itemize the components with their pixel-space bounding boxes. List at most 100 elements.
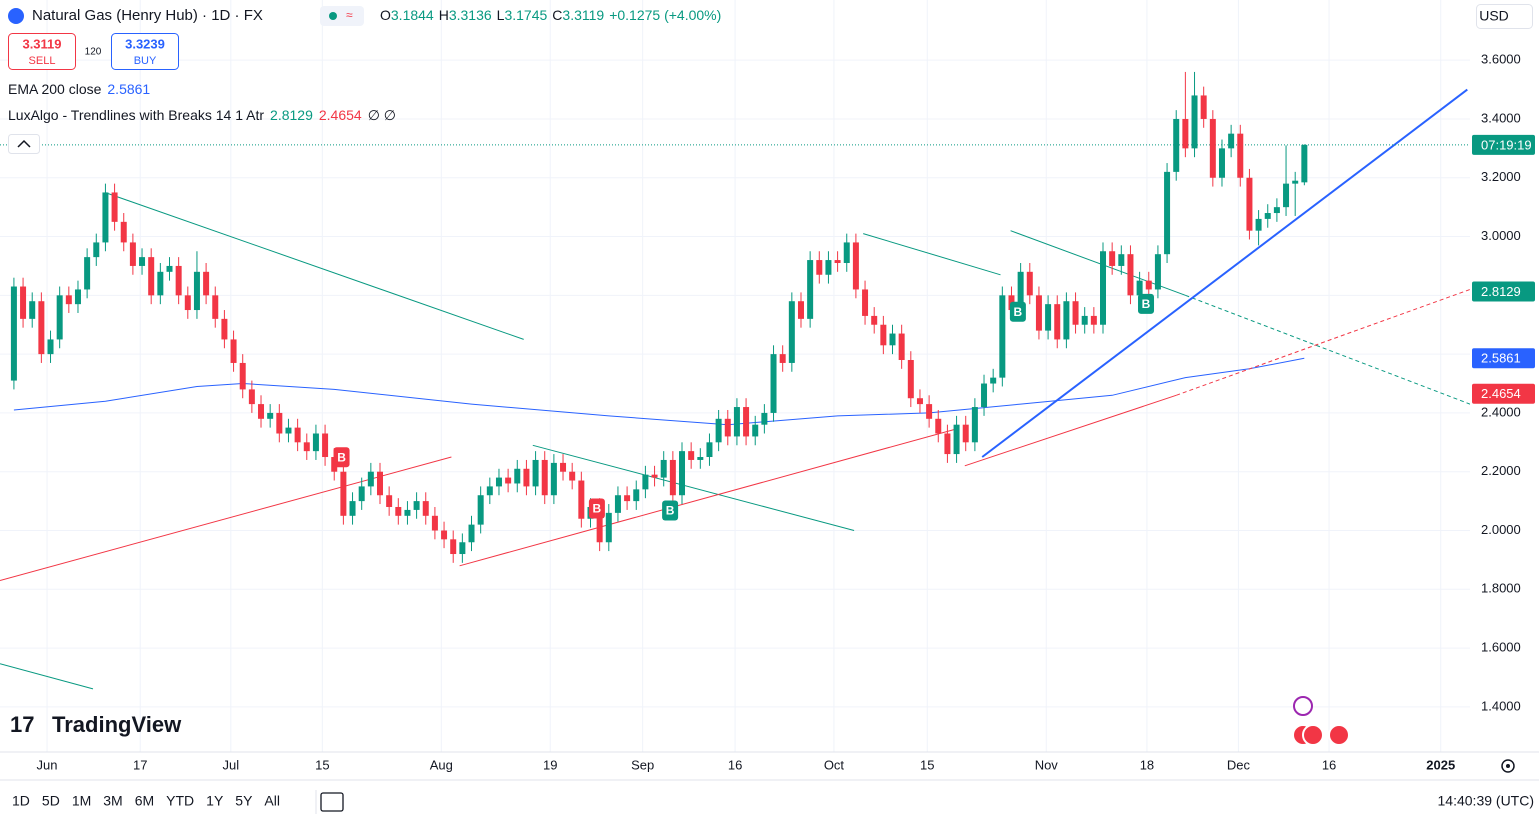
candle-body <box>413 501 420 510</box>
range-button[interactable]: 1Y <box>206 793 224 809</box>
candle-body <box>93 242 100 258</box>
candle-body <box>953 424 960 455</box>
candle-body <box>624 495 631 502</box>
brand: TradingView <box>52 712 182 737</box>
trendline <box>0 663 94 690</box>
candle-body <box>807 260 814 319</box>
range-button[interactable]: 1M <box>72 793 91 809</box>
buy-button[interactable] <box>111 33 179 70</box>
candle-body <box>1090 315 1097 325</box>
symbol-icon <box>8 8 24 24</box>
candle-body <box>505 477 512 484</box>
event-icon[interactable] <box>1293 696 1313 716</box>
candle-body <box>74 289 81 305</box>
y-tick-label: 3.0000 <box>1481 228 1521 243</box>
candle-body <box>1191 95 1198 149</box>
range-button[interactable]: 5Y <box>235 793 253 809</box>
candle-body <box>697 457 704 460</box>
currency-button[interactable] <box>1476 4 1533 29</box>
candle-body <box>258 404 265 419</box>
legend: Natural Gas (Henry Hub) · 1D · FX ≈ O3.1… <box>8 4 1533 746</box>
x-tick-label: Sep <box>631 757 654 772</box>
candle-body <box>852 242 859 290</box>
candle-body <box>294 427 301 443</box>
candle-body <box>166 265 173 272</box>
range-button[interactable]: 3M <box>103 793 122 809</box>
y-tick-label: 2.0000 <box>1481 522 1521 537</box>
event-flag[interactable] <box>1328 724 1350 746</box>
trendline <box>964 394 1177 467</box>
candle-body <box>65 295 72 305</box>
candle-body <box>38 301 45 355</box>
candle-body <box>395 506 402 516</box>
candle-body <box>111 192 118 222</box>
candle-body <box>367 471 374 487</box>
candle-body <box>651 474 658 478</box>
candle-body <box>1081 315 1088 325</box>
candle-body <box>1218 148 1225 178</box>
candle-body <box>340 471 347 516</box>
collapse-button[interactable] <box>8 134 40 154</box>
candle-body <box>239 362 246 390</box>
candle-body <box>1127 254 1134 296</box>
price-box-label: 2.4654 <box>1481 386 1521 401</box>
candle-body <box>1246 177 1253 231</box>
candle-body <box>203 271 210 296</box>
candle-body <box>642 474 649 490</box>
candle-body <box>779 354 786 363</box>
candle-body <box>1154 254 1161 290</box>
candle-body <box>358 486 365 502</box>
trendline <box>981 88 1468 458</box>
candle-body <box>221 318 228 340</box>
event-flag[interactable] <box>1302 724 1324 746</box>
y-tick-label: 1.6000 <box>1481 640 1521 655</box>
candle-body <box>596 506 603 543</box>
candle-body <box>916 398 923 405</box>
candle-body <box>1209 118 1216 178</box>
candle-body <box>10 286 17 381</box>
candle-body <box>139 257 146 266</box>
candle-body <box>486 486 493 496</box>
symbol-title: Natural Gas (Henry Hub) · 1D · FX <box>32 7 263 24</box>
range-button[interactable]: YTD <box>166 793 194 809</box>
candle-body <box>541 459 548 496</box>
range-button[interactable]: 1D <box>12 793 30 809</box>
candle-body <box>1145 280 1152 290</box>
candle-body <box>1182 118 1189 149</box>
indicator-name: LuxAlgo - Trendlines with Breaks 14 1 At… <box>8 107 396 123</box>
candle-body <box>1063 301 1070 340</box>
candle-body <box>1054 304 1061 340</box>
ohlc-value: 3.1844 <box>391 7 434 23</box>
candle-body <box>276 412 283 434</box>
candle-body <box>212 295 219 319</box>
candle-body <box>441 530 448 540</box>
sell-label: SELL <box>29 55 56 67</box>
price-box <box>1472 348 1535 369</box>
status-pill[interactable] <box>320 6 364 26</box>
candle-body <box>560 462 567 472</box>
candle-body <box>1283 183 1290 208</box>
x-tick-label: 16 <box>728 757 742 772</box>
y-tick-label: 2.4000 <box>1481 404 1521 419</box>
ohlc-value: 3.1745 <box>504 7 547 23</box>
candle-body <box>349 501 356 516</box>
settings-icon[interactable] <box>1501 759 1515 773</box>
range-button[interactable]: All <box>264 793 280 809</box>
candle-body <box>422 501 429 516</box>
calendar-icon[interactable] <box>320 792 344 812</box>
sell-button[interactable] <box>8 33 76 70</box>
break-label: B <box>593 502 602 516</box>
candle-body <box>157 271 164 296</box>
candle-body <box>1100 251 1107 325</box>
candle-body <box>962 424 969 443</box>
y-tick-label: 3.4000 <box>1481 110 1521 125</box>
range-button[interactable]: 5D <box>42 793 60 809</box>
candle-body <box>20 286 27 319</box>
status-dot <box>329 12 337 20</box>
candle-body <box>1118 254 1125 266</box>
y-tick-label: 1.4000 <box>1481 698 1521 713</box>
price-box-label: 2.8129 <box>1481 284 1521 299</box>
candle-body <box>148 257 155 296</box>
range-button[interactable]: 6M <box>135 793 154 809</box>
candle-body <box>871 315 878 325</box>
